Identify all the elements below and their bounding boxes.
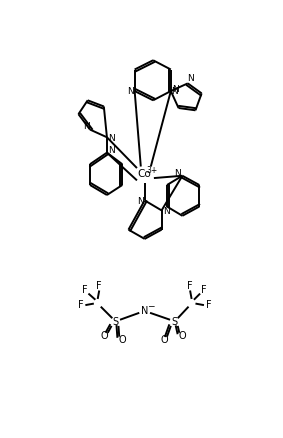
- Text: F: F: [206, 300, 211, 310]
- Text: F: F: [187, 281, 193, 291]
- Text: S: S: [171, 317, 178, 327]
- Text: N: N: [108, 146, 115, 155]
- Text: N: N: [187, 74, 194, 83]
- Text: N: N: [83, 122, 89, 131]
- Text: F: F: [97, 281, 102, 291]
- Text: O: O: [119, 335, 126, 345]
- Text: O: O: [100, 331, 108, 341]
- Text: N: N: [108, 134, 115, 143]
- Text: N: N: [137, 198, 143, 206]
- Text: F: F: [201, 285, 207, 295]
- Text: N: N: [127, 87, 134, 96]
- Text: −: −: [147, 301, 155, 311]
- Text: N: N: [141, 306, 148, 315]
- Text: Co: Co: [138, 169, 151, 179]
- Text: N: N: [174, 169, 181, 178]
- Text: F: F: [82, 285, 87, 295]
- Text: N: N: [172, 85, 179, 94]
- Text: N: N: [171, 87, 178, 96]
- Text: F: F: [78, 300, 83, 310]
- Text: O: O: [179, 331, 186, 341]
- Text: S: S: [112, 317, 119, 327]
- Text: N: N: [163, 208, 170, 216]
- Text: 3+: 3+: [147, 166, 158, 175]
- Text: O: O: [160, 335, 168, 345]
